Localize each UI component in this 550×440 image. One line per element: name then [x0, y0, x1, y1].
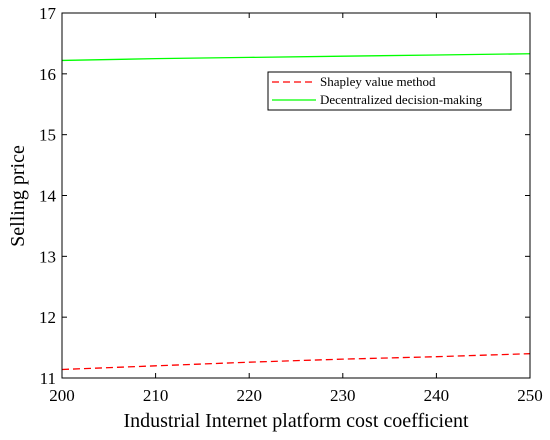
x-tick-label: 220 [236, 386, 262, 405]
legend-box [267, 71, 512, 111]
ticks-layer: 200 210 220 230 240 250 11 12 13 14 15 16 17 [39, 4, 543, 405]
legend: Shapley value method Decentralized decis… [267, 71, 512, 111]
y-tick-label: 17 [39, 4, 57, 23]
x-tick-label: 230 [330, 386, 356, 405]
x-tick-label: 250 [517, 386, 543, 405]
legend-label-shapley: Shapley value method [320, 74, 436, 89]
series-layer [61, 53, 531, 371]
y-tick-label: 15 [39, 126, 56, 145]
y-axis-title: Selling price [7, 145, 29, 247]
x-tick-label: 210 [143, 386, 169, 405]
legend-label-decentralized: Decentralized decision-making [320, 92, 483, 107]
plot-area [62, 13, 530, 378]
y-tick-label: 12 [39, 308, 56, 327]
x-tick-label: 200 [49, 386, 75, 405]
x-tick-label: 240 [424, 386, 450, 405]
series-line-1 [61, 53, 531, 62]
y-tick-label: 13 [39, 247, 56, 266]
series-line-0 [61, 353, 531, 371]
x-axis-title: Industrial Internet platform cost coeffi… [123, 410, 469, 432]
y-tick-label: 14 [39, 187, 57, 206]
y-tick-label: 16 [39, 65, 56, 84]
y-tick-label: 11 [40, 369, 56, 388]
